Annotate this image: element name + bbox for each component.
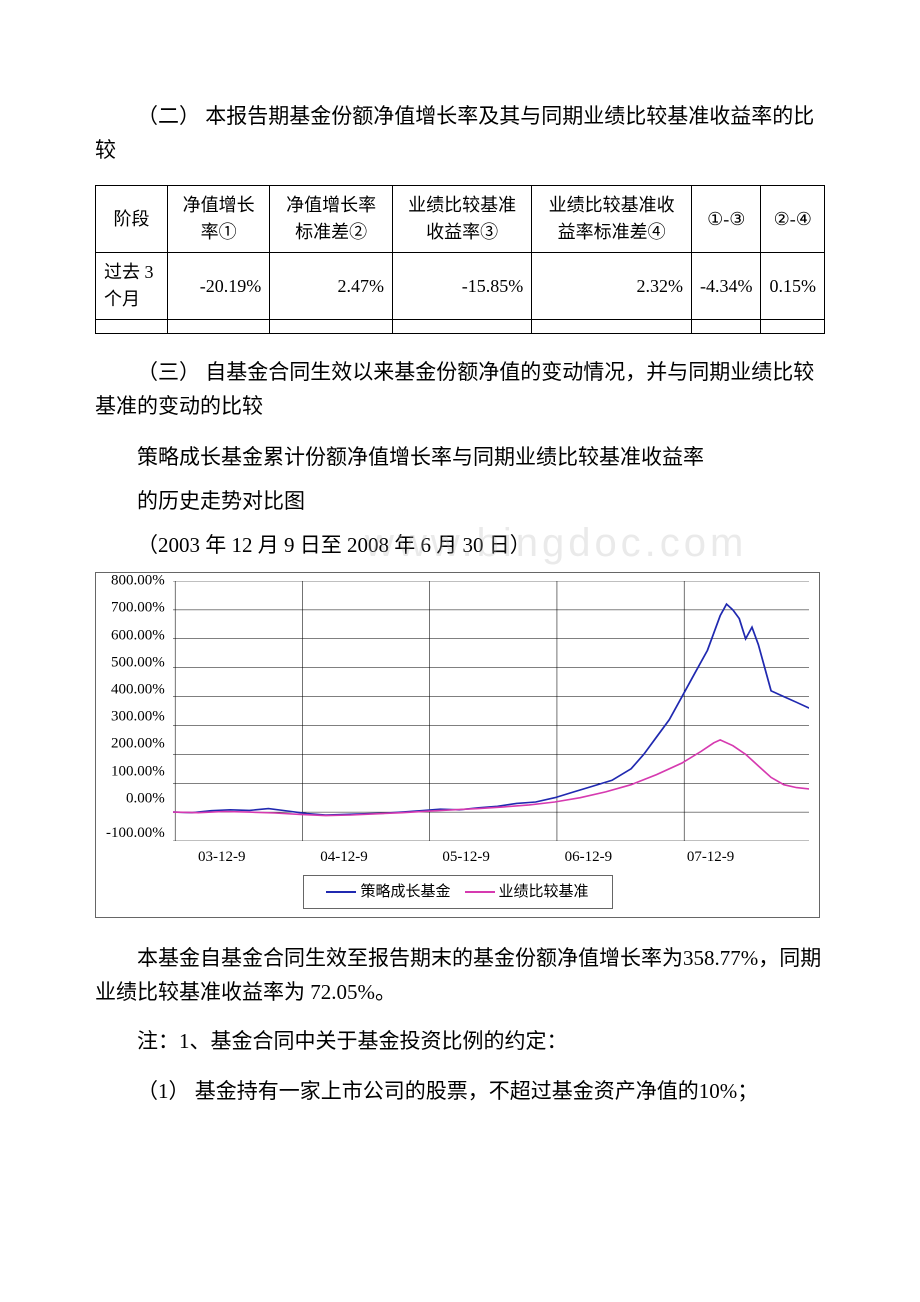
legend-item-fund: 策略成长基金 [326,880,450,904]
th-bench-return: 业绩比较基准收益率③ [393,186,532,253]
chart-date-range: （2003 年 12 月 9 日至 2008 年 6 月 30 日） [95,529,825,563]
chart-caption-2: 的历史走势对比图 [95,485,825,519]
section2-title: （二） 本报告期基金份额净值增长率及其与同期业绩比较基准收益率的比较 [95,100,825,167]
chart-y-axis: 800.00%700.00%600.00%500.00%400.00%300.0… [106,581,173,841]
th-period: 阶段 [96,186,168,253]
section3-title: （三） 自基金合同生效以来基金份额净值的变动情况，并与同期业绩比较基准的变动的比… [95,356,825,423]
rule1-paragraph: （1） 基金持有一家上市公司的股票，不超过基金资产净值的10%； [95,1075,825,1109]
th-bench-std: 业绩比较基准收益率标准差④ [532,186,692,253]
result-paragraph: 本基金自基金合同生效至报告期末的基金份额净值增长率为358.77%，同期业绩比较… [95,942,825,1009]
legend-line-icon [326,891,356,893]
td-v2: -15.85% [393,253,532,320]
th-diff1: ①-③ [691,186,761,253]
legend-label-fund: 策略成长基金 [360,880,450,904]
comparison-table: 阶段 净值增长率① 净值增长率标准差② 业绩比较基准收益率③ 业绩比较基准收益率… [95,185,825,334]
performance-chart: 800.00%700.00%600.00%500.00%400.00%300.0… [95,572,825,918]
td-v0: -20.19% [167,253,269,320]
table-data-row: 过去 3 个月 -20.19% 2.47% -15.85% 2.32% -4.3… [96,253,825,320]
td-v5: 0.15% [761,253,825,320]
table-empty-row [96,320,825,334]
chart-x-axis: 03-12-904-12-905-12-906-12-907-12-9 [198,841,809,869]
td-v4: -4.34% [691,253,761,320]
td-period: 过去 3 个月 [96,253,168,320]
table-header-row: 阶段 净值增长率① 净值增长率标准差② 业绩比较基准收益率③ 业绩比较基准收益率… [96,186,825,253]
th-nav-growth: 净值增长率① [167,186,269,253]
th-nav-std: 净值增长率标准差② [270,186,393,253]
chart-caption-1: 策略成长基金累计份额净值增长率与同期业绩比较基准收益率 [95,441,825,475]
chart-plot-area [173,581,809,841]
td-v3: 2.32% [532,253,692,320]
legend-label-benchmark: 业绩比较基准 [499,880,589,904]
note-paragraph: 注：1、基金合同中关于基金投资比例的约定： [95,1025,825,1059]
th-diff2: ②-④ [761,186,825,253]
legend-item-benchmark: 业绩比较基准 [465,880,589,904]
legend-line-icon [465,891,495,893]
td-v1: 2.47% [270,253,393,320]
chart-legend: 策略成长基金 业绩比较基准 [303,875,613,909]
